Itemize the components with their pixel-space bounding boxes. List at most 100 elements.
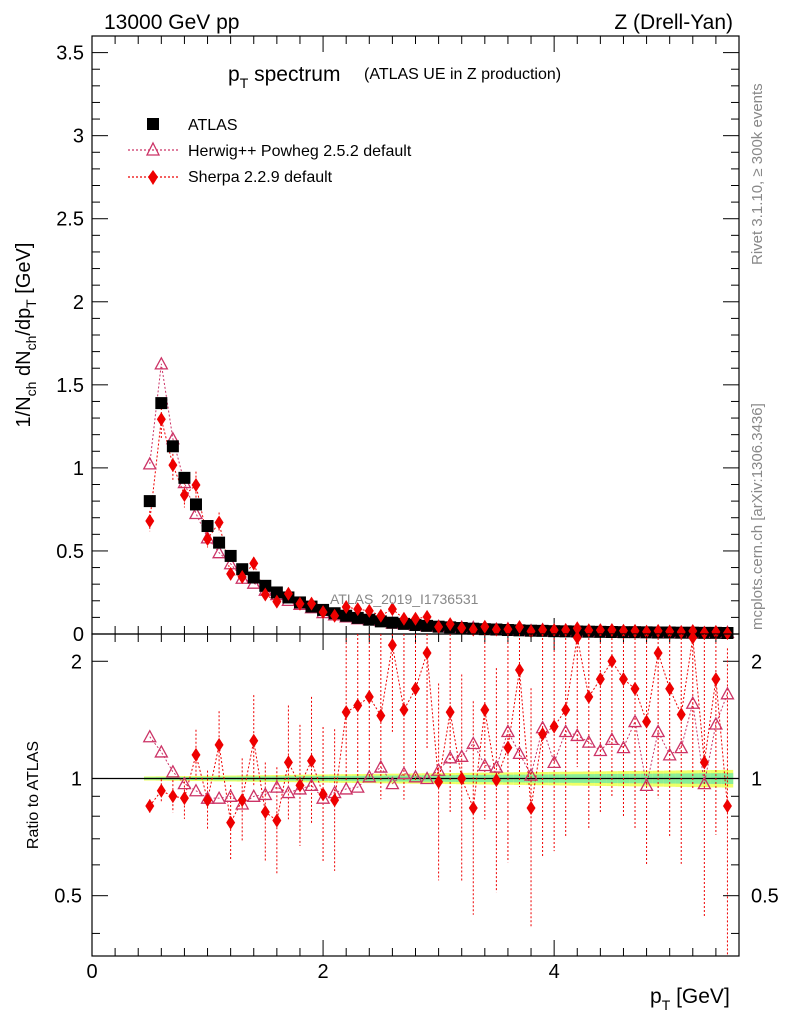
sherpa-ratio-point	[318, 787, 328, 802]
atlas-point	[340, 609, 353, 622]
atlas-point	[236, 563, 249, 576]
sherpa-ratio-point	[665, 681, 675, 696]
herwig-ratio-point	[246, 788, 261, 802]
sherpa-point	[387, 602, 397, 617]
atlas-point	[351, 611, 364, 624]
mcplots-label: mcplots.cern.ch [arXiv:1306.3436]	[749, 403, 766, 630]
x-axis-label: pT [GeV]	[650, 985, 730, 1013]
title-sub: T	[240, 75, 249, 91]
sherpa-ratio-point	[607, 654, 617, 669]
herwig-ratio-point	[604, 732, 620, 746]
herwig-ratio-point	[454, 748, 469, 762]
energy-label: 13000 GeV pp	[104, 11, 239, 34]
herwig-ratio-point	[408, 769, 423, 783]
herwig-ratio-line	[149, 693, 728, 805]
herwig-ratio-point	[269, 779, 284, 793]
atlas-point	[386, 616, 399, 629]
sherpa-point	[538, 622, 548, 637]
herwig-ratio-point	[373, 759, 388, 773]
sherpa-ratio-point	[468, 800, 478, 815]
herwig-ratio-point	[581, 734, 596, 748]
sherpa-ratio-point	[514, 662, 524, 677]
herwig-ratio-point	[154, 744, 169, 758]
sherpa-ratio-point	[283, 755, 293, 770]
herwig-ratio-point	[258, 787, 273, 801]
sherpa-ratio-point	[214, 737, 224, 752]
legend-sherpa-label: Sherpa 2.2.9 default	[188, 169, 333, 186]
sherpa-point	[526, 624, 536, 639]
upper-ytick-label: 2.5	[56, 209, 84, 231]
legend-herwig-marker	[145, 141, 161, 156]
sherpa-ratio-point	[722, 798, 732, 813]
herwig-ratio-point	[674, 740, 689, 754]
sherpa-ratio-point	[653, 646, 663, 661]
sherpa-ratio-point	[422, 646, 432, 661]
sherpa-ratio-point	[387, 638, 397, 653]
sherpa-ratio-point	[260, 805, 270, 820]
sherpa-ratio-point	[676, 707, 686, 722]
sherpa-point	[457, 621, 467, 636]
sherpa-point	[318, 605, 328, 620]
atlas-point	[270, 586, 283, 599]
sherpa-ratio-point	[376, 708, 386, 723]
herwig-ratio-point	[651, 724, 666, 738]
sherpa-point	[145, 514, 155, 529]
sherpa-ratio-point	[630, 681, 640, 696]
herwig-ratio-point	[304, 778, 319, 792]
herwig-ratio-point	[639, 778, 654, 792]
x-tick-label: 2	[318, 961, 329, 983]
sherpa-point	[514, 620, 524, 635]
herwig-ratio-point	[466, 736, 481, 750]
sherpa-point	[503, 622, 513, 637]
title-detail: (ATLAS UE in Z production)	[364, 66, 561, 83]
x-tick-label: 0	[86, 961, 97, 983]
sherpa-point	[699, 625, 709, 640]
atlas-point	[201, 520, 214, 533]
title-p: p	[228, 63, 240, 86]
atlas-point	[421, 619, 434, 632]
atlas-point	[224, 549, 237, 562]
herwig-ratio-point	[165, 764, 180, 778]
sherpa-ratio-point	[307, 753, 317, 768]
sherpa-ratio-point	[642, 714, 652, 729]
atlas-point	[213, 536, 226, 549]
lower-panel: 0.5 0.5 1 1 2 2 0 2 4	[54, 630, 779, 983]
sherpa-ratio-point	[145, 798, 155, 813]
sherpa-point	[711, 624, 721, 639]
atlas-point	[166, 440, 179, 453]
herwig-ratio-point	[292, 781, 308, 795]
sherpa-point	[445, 617, 455, 632]
watermark: ATLAS_2019_I1736531	[330, 591, 479, 607]
sherpa-ratio-point	[491, 773, 501, 788]
herwig-ratio-point	[570, 728, 585, 742]
herwig-ratio-point	[489, 759, 504, 773]
lower-ytick-label: 0.5	[54, 886, 82, 908]
x-tick-label: 4	[549, 961, 560, 983]
herwig-ratio-point	[593, 743, 608, 757]
upper-ylabel: 1/Nch dNch/dpT [GeV]	[13, 243, 39, 428]
lower-ytick-label: 1	[71, 768, 82, 790]
atlas-point	[363, 613, 376, 626]
sherpa-point	[191, 477, 201, 492]
sherpa-point	[260, 587, 270, 602]
sherpa-point	[642, 624, 652, 639]
legend: ATLAS Herwig++ Powheg 2.5.2 default Sher…	[128, 117, 412, 186]
legend-atlas-label: ATLAS	[188, 117, 238, 134]
upper-ytick-label: 3	[73, 126, 84, 148]
sherpa-ratio-point	[203, 793, 213, 808]
sherpa-ratio-point	[503, 740, 513, 755]
herwig-ratio-point	[685, 695, 700, 709]
sherpa-ratio-line	[149, 637, 728, 825]
herwig-ratio-point	[235, 796, 250, 810]
sherpa-ratio-point	[168, 789, 178, 804]
herwig-ratio-point	[177, 776, 192, 790]
lower-ytick-label-right: 2	[751, 651, 762, 673]
upper-ytick-label: 0	[73, 624, 84, 646]
atlas-point	[178, 471, 191, 484]
sherpa-point	[249, 556, 259, 571]
herwig-ratio-point	[662, 747, 677, 761]
lower-ytick-label-right: 1	[751, 768, 762, 790]
atlas-point	[259, 579, 272, 592]
atlas-point	[247, 571, 260, 584]
